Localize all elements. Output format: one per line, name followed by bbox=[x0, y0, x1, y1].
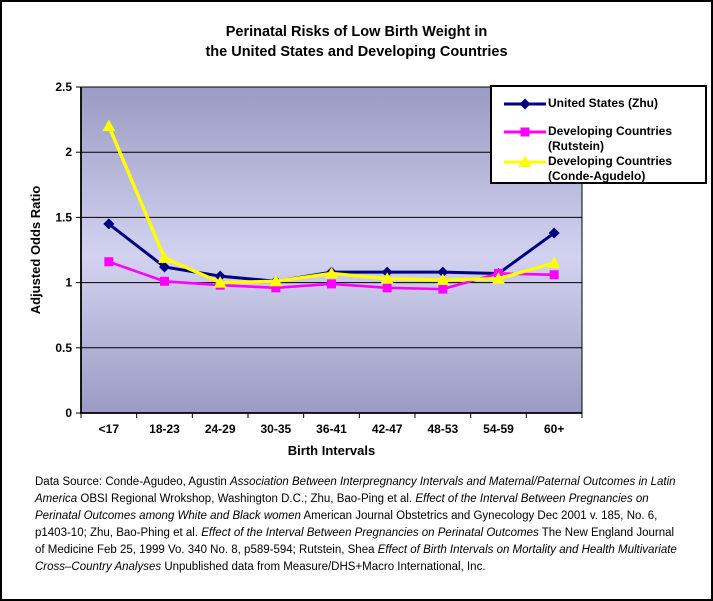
legend-label: Developing Countries (Rutstein) bbox=[548, 124, 673, 153]
legend: United States (Zhu) Developing Countries … bbox=[490, 85, 707, 184]
x-axis-title: Birth Intervals bbox=[287, 443, 376, 458]
y-tick-label: 2.5 bbox=[55, 80, 72, 94]
data-source-note: Data Source: Conde-Agudeo, Agustin Assoc… bbox=[35, 474, 677, 576]
y-tick-label: 2 bbox=[65, 145, 72, 159]
data-source-line: p1403-10; Zhu, Bao-Phing et al. Effect o… bbox=[35, 527, 675, 539]
x-tick-label: <17 bbox=[99, 422, 120, 436]
plot-area: 0 0.5 1 1.5 2 2.5 <17 18-23 24-29 30-35 36-41 42-47… bbox=[55, 80, 583, 436]
x-tick-label: 42-47 bbox=[372, 422, 403, 436]
data-source-line: Perinatal Outcomes among White and Black… bbox=[35, 510, 658, 522]
data-source-line: Data Source: Conde-Agudeo, Agustin Assoc… bbox=[35, 476, 676, 488]
x-tick-label: 60+ bbox=[544, 422, 564, 436]
legend-label: Developing Countries (Conde-Agudelo) bbox=[548, 154, 673, 183]
chart-title: Perinatal Risks of Low Birth Weight in t… bbox=[2, 22, 711, 62]
data-source-line: of Medicine Feb 25, 1999 Vo. 340 No. 8, … bbox=[35, 544, 677, 556]
series-3 bbox=[102, 119, 561, 288]
x-tick-label: 48-53 bbox=[427, 422, 458, 436]
x-tick-label: 36-41 bbox=[316, 422, 347, 436]
chart-title-line2: the United States and Developing Countri… bbox=[205, 44, 508, 60]
y-axis-title: Adjusted Odds Ratio bbox=[28, 185, 43, 315]
y-tick-label: 0.5 bbox=[55, 341, 72, 355]
x-tick-labels: <17 18-23 24-29 30-35 36-41 42-47 48-53 54-59 60… bbox=[99, 422, 565, 436]
x-tick-label: 30-35 bbox=[260, 422, 291, 436]
x-tick-label: 54-59 bbox=[483, 422, 514, 436]
legend-label: United States (Zhu) bbox=[548, 96, 658, 110]
data-source-line: America OBSI Regional Wrokshop, Washingt… bbox=[35, 493, 649, 505]
diamond-marker-icon bbox=[504, 98, 546, 110]
y-tick-label: 1.5 bbox=[55, 210, 72, 224]
x-tick-label: 24-29 bbox=[205, 422, 236, 436]
x-tick-label: 18-23 bbox=[149, 422, 180, 436]
triangle-marker-icon bbox=[504, 155, 546, 167]
data-source-line: Cross–Country Analyses Unpublished data … bbox=[35, 561, 486, 573]
y-tick-labels: 0 0.5 1 1.5 2 2.5 bbox=[55, 80, 72, 420]
y-tick-label: 0 bbox=[65, 406, 72, 420]
y-tick-label: 1 bbox=[65, 276, 72, 290]
chart-title-line1: Perinatal Risks of Low Birth Weight in bbox=[225, 24, 488, 40]
square-marker-icon bbox=[504, 127, 546, 137]
